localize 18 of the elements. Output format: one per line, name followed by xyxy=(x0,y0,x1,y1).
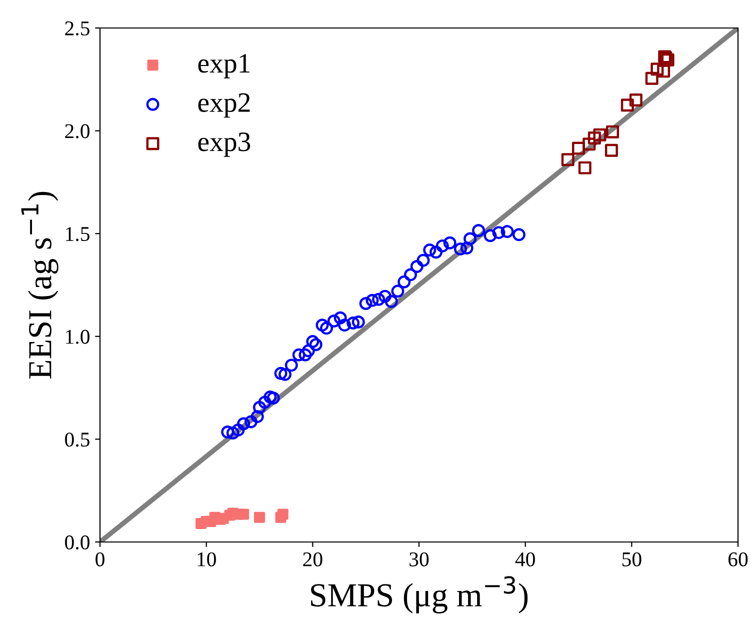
y-tick-label: 2.0 xyxy=(65,124,90,138)
y-tick-label: 2.5 xyxy=(65,21,90,36)
x-tick-label: 0 xyxy=(96,552,104,566)
x-tick-label: 50 xyxy=(622,552,642,566)
x-tick-label: 20 xyxy=(303,552,322,566)
x-axis-title: SMPS (μg m$^{−3}$) xyxy=(311,576,528,614)
legend-label: exp3 xyxy=(198,132,250,157)
x-tick-label: 10 xyxy=(198,552,216,566)
y-axis-title: EESI (ag s$^{−1}$) xyxy=(21,192,58,379)
legend-label: exp1 xyxy=(198,54,250,78)
legend-label: exp2 xyxy=(198,93,250,118)
y-tick-label: 1.5 xyxy=(66,227,90,242)
x-tick-label: 30 xyxy=(410,552,429,566)
y-tick-label: 0.0 xyxy=(65,535,90,550)
y-tick-label: 1.0 xyxy=(66,330,90,344)
y-tick-label: 0.5 xyxy=(65,432,90,447)
x-tick-label: 60 xyxy=(728,552,748,566)
x-tick-label: 40 xyxy=(515,552,535,566)
